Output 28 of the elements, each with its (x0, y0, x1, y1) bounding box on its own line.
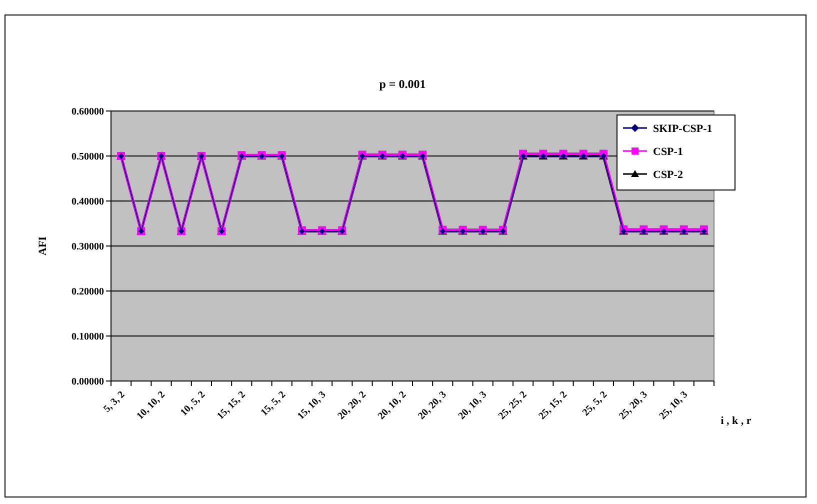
x-tick-label: 15, 15, 2 (215, 389, 248, 422)
x-tick-label: 25, 10, 3 (657, 389, 690, 422)
y-axis-title: AFI (37, 236, 49, 256)
x-tick-label: 20, 20, 3 (416, 389, 449, 422)
y-tick-label: 0.20000 (72, 286, 104, 298)
x-tick-label: 25, 5, 2 (580, 389, 610, 418)
legend-label: CSP-2 (653, 168, 684, 181)
legend-label: CSP-1 (653, 146, 683, 158)
x-tick-label: 20, 10, 3 (456, 389, 489, 422)
x-axis-title: i , k , r (720, 415, 752, 427)
x-tick-label: 20, 10, 2 (376, 389, 409, 422)
y-tick-label: 0.40000 (72, 196, 104, 208)
x-tick-label: 25, 20, 3 (617, 389, 650, 422)
y-tick-label: 0.30000 (72, 242, 104, 252)
x-tick-label: 25, 25, 2 (496, 389, 530, 422)
y-tick-label: 0.50000 (72, 152, 104, 162)
legend-label: SKIP-CSP-1 (653, 122, 712, 135)
x-tick-label: 10, 5, 2 (178, 389, 208, 418)
x-tick-label: 5, 3, 2 (102, 389, 128, 415)
y-tick-label: 0.10000 (72, 332, 104, 342)
y-tick-label: 0.00000 (72, 376, 104, 388)
x-tick-label: 25, 15, 2 (536, 389, 570, 422)
x-tick-label: 20, 20, 2 (336, 389, 368, 422)
chart-title: p = 0.001 (379, 77, 426, 91)
y-tick-label: 0.60000 (72, 106, 104, 118)
x-tick-label: 10, 10, 2 (134, 389, 168, 422)
x-tick-label: 15, 10, 3 (296, 389, 328, 422)
x-tick-label: 15, 5, 2 (258, 389, 288, 418)
